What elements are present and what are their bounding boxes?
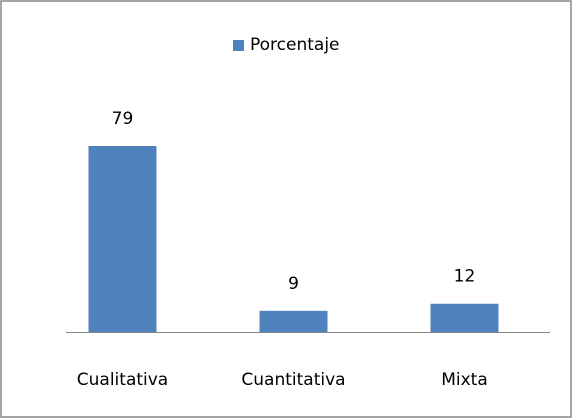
- data-label: 12: [454, 267, 476, 287]
- data-label: 9: [288, 274, 299, 294]
- x-tick-label: Cualitativa: [77, 370, 168, 390]
- legend-label: Porcentaje: [250, 35, 340, 55]
- bar: [88, 146, 157, 332]
- data-label: 79: [112, 109, 134, 129]
- x-tick-label: Mixta: [441, 370, 488, 390]
- x-tick-label: Cuantitativa: [241, 370, 345, 390]
- bar: [259, 310, 328, 332]
- legend-swatch: [233, 40, 244, 51]
- bar: [430, 303, 499, 332]
